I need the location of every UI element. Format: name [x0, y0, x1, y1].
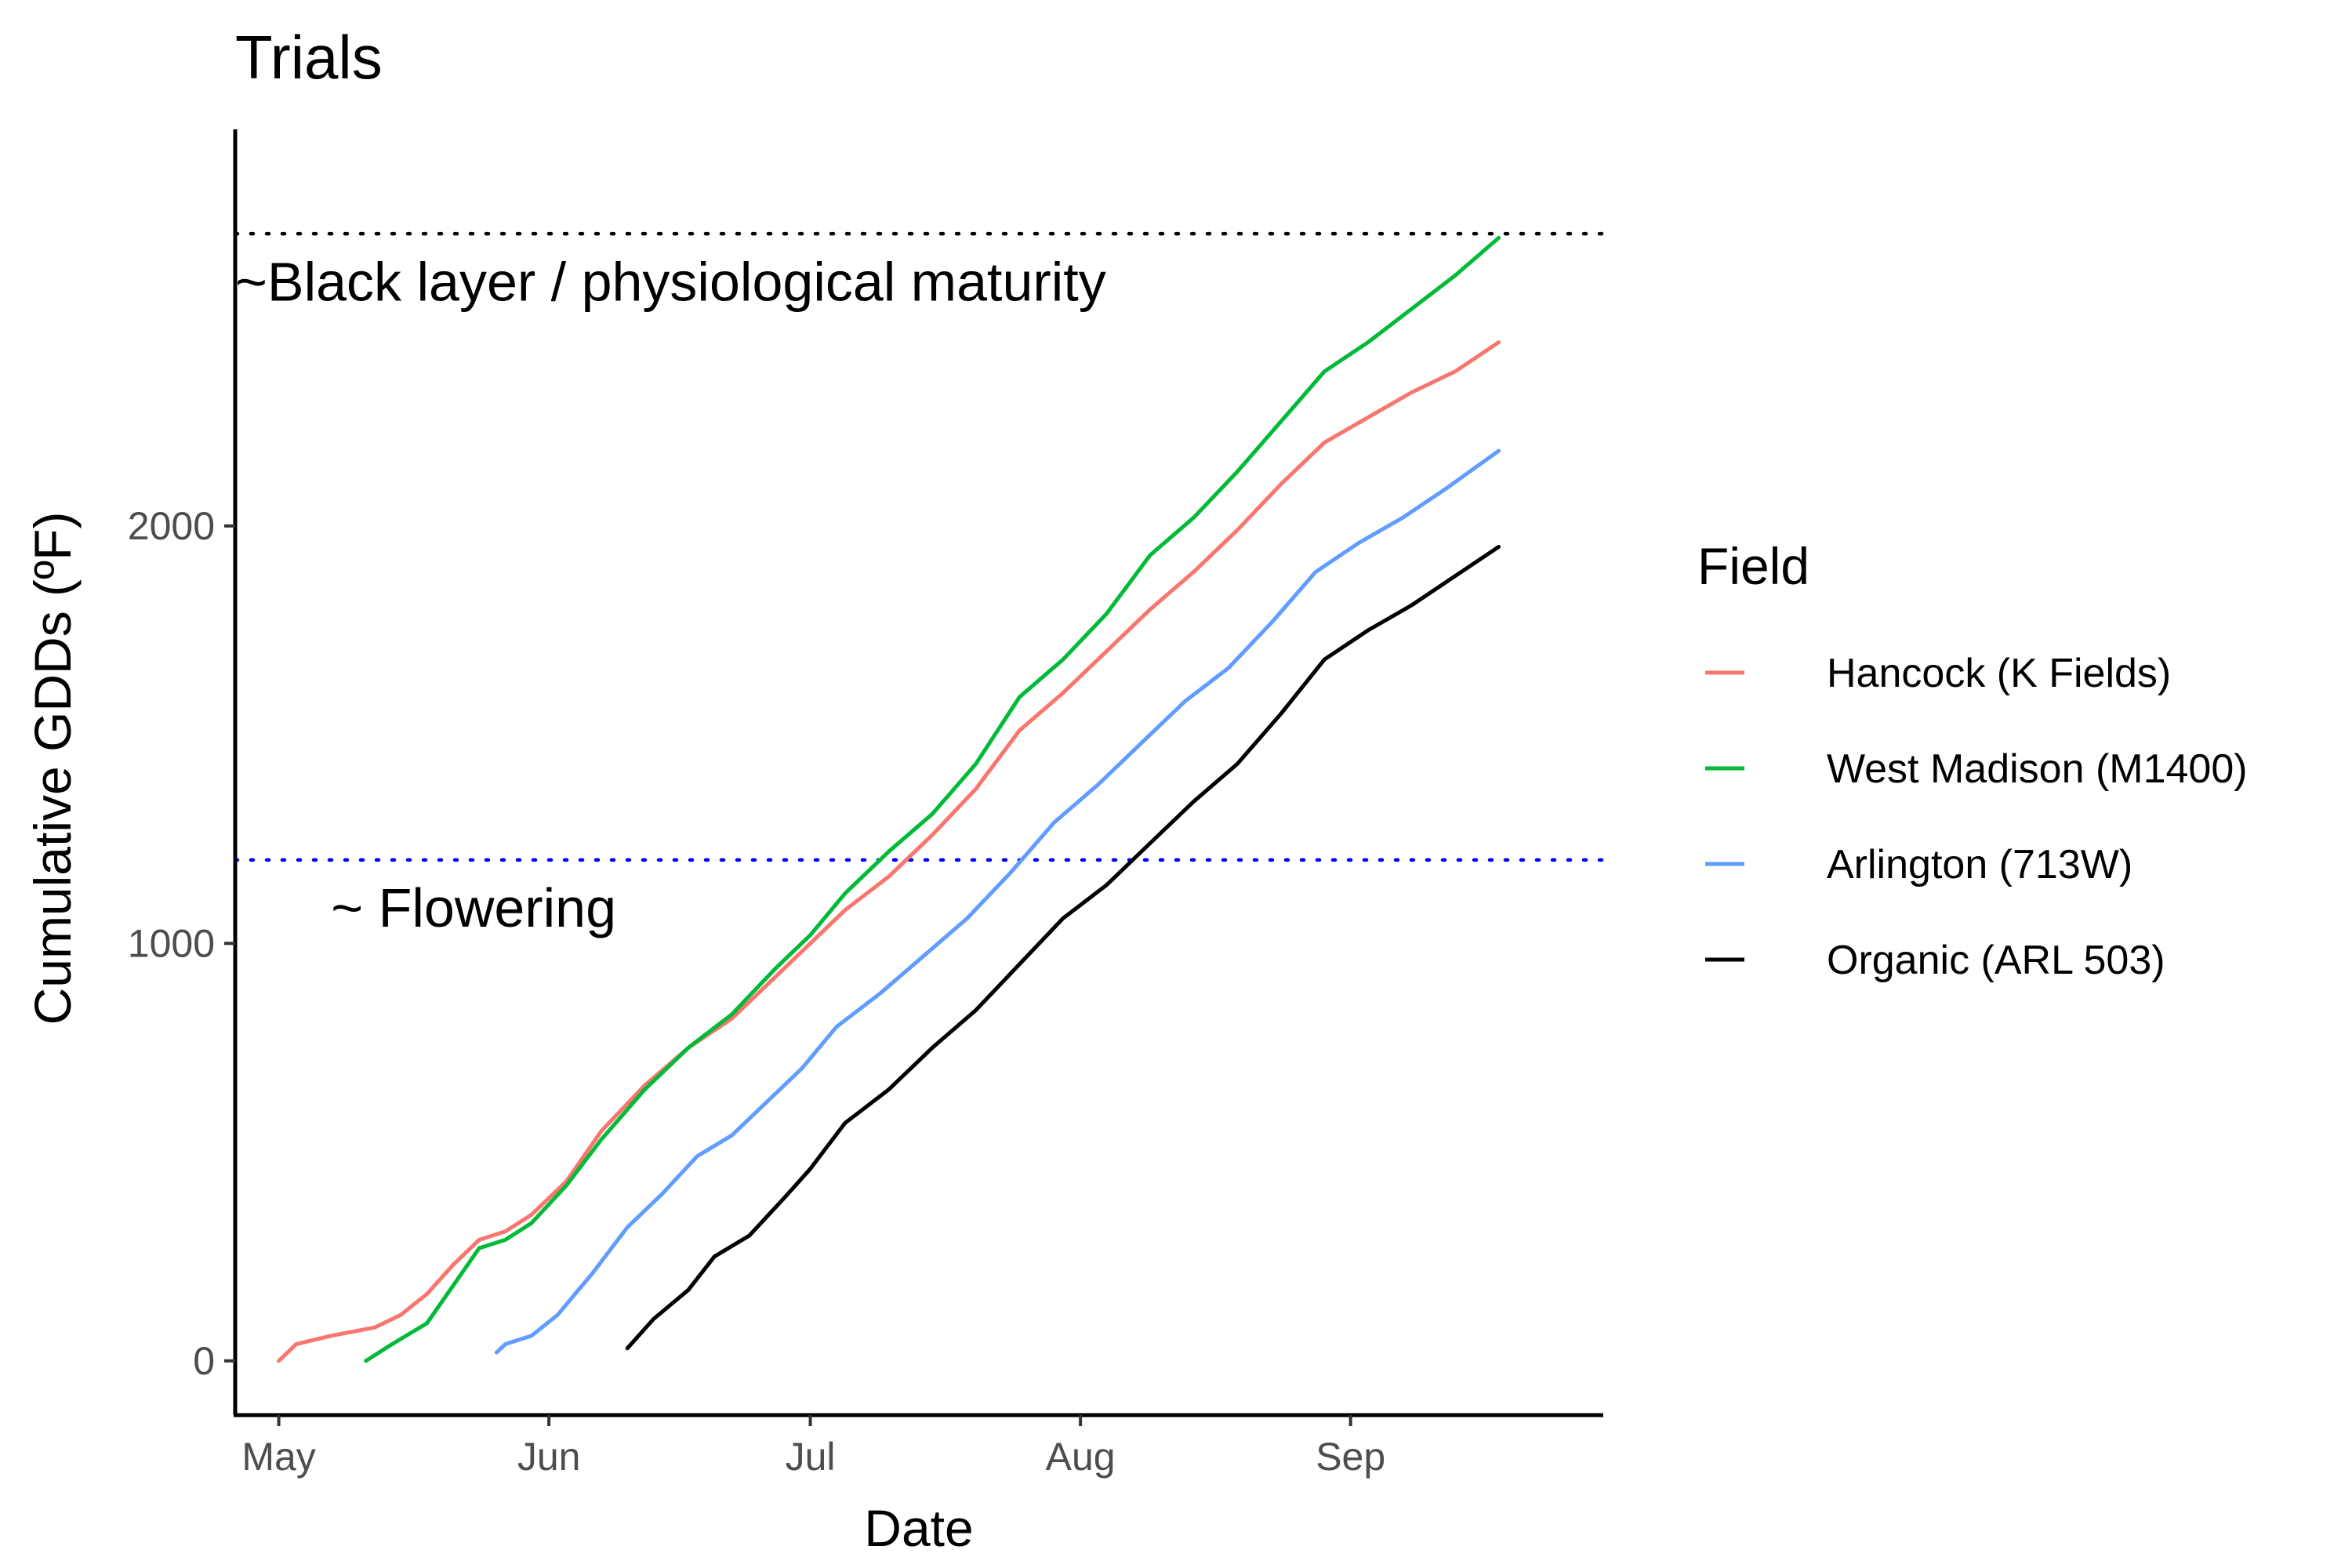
chart-title: Trials: [235, 23, 383, 92]
legend-label: Arlington (713W): [1827, 842, 2132, 887]
x-tick-label: Sep: [1316, 1435, 1385, 1479]
legend-label: West Madison (M1400): [1827, 746, 2248, 792]
reference-line-label: ~Black layer / physiological maturity: [235, 251, 1106, 312]
legend-title: Field: [1697, 537, 1809, 595]
x-tick-label: May: [241, 1435, 315, 1479]
legend-label: Organic (ARL 503): [1827, 938, 2165, 983]
x-axis-title: Date: [864, 1499, 973, 1557]
x-tick-label: Jul: [786, 1435, 836, 1479]
series-line: [625, 545, 1501, 1351]
series-line: [494, 448, 1501, 1355]
x-tick-label: Jun: [517, 1435, 581, 1479]
y-axis-title: Cumulative GDDs (ºF): [24, 512, 82, 1025]
x-axis-ticks: May Jun Jul Aug Sep: [241, 1415, 1385, 1479]
x-tick-label: Aug: [1046, 1435, 1116, 1479]
reference-line-label: ~ Flowering: [331, 877, 616, 938]
y-tick-label: 2000: [128, 504, 215, 548]
series-line: [277, 340, 1501, 1363]
y-tick-label: 0: [193, 1339, 215, 1383]
plot-area: ~Black layer / physiological maturity ~ F…: [233, 231, 1606, 1363]
series-line: [364, 235, 1501, 1363]
legend-label: Hancock (K Fields): [1827, 651, 2171, 696]
y-tick-label: 1000: [128, 921, 215, 965]
legend: Field Hancock (K Fields) West Madison (M1…: [1697, 537, 2248, 983]
y-axis-ticks: 0 1000 2000: [128, 504, 235, 1383]
